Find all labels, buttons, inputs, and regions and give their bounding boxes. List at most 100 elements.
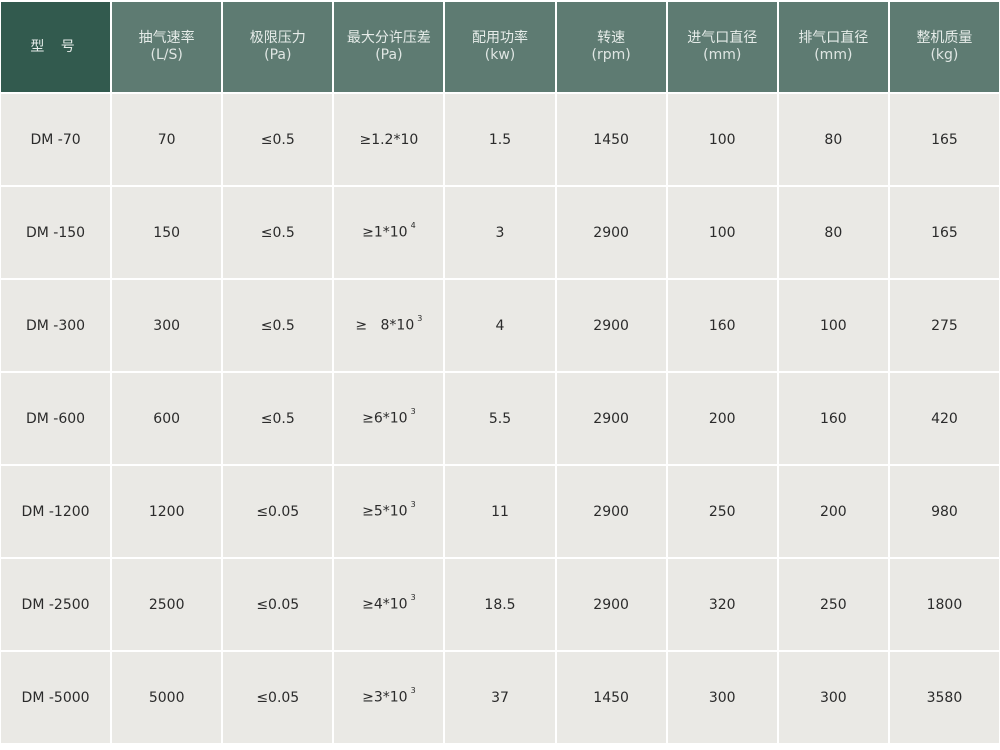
value-exponent: 3 (410, 686, 416, 696)
header-label: 极限压力 (249, 30, 306, 46)
cell-model: DM -600 (0, 371, 113, 466)
cell-speed: 2900 (554, 278, 668, 373)
cell-outlet-diameter: 250 (776, 557, 890, 652)
value-base: ≥5*10 (362, 503, 408, 520)
value-base: ≥4*10 (362, 596, 408, 613)
header-speed: 转速 (rpm) (554, 0, 668, 94)
value-base: ≥ 8*10 (355, 317, 415, 334)
cell-speed: 2900 (554, 464, 668, 559)
header-label: 转速 (597, 30, 626, 46)
cell-inlet-diameter: 320 (665, 557, 779, 652)
header-row: 型 号抽气速率 (L/S) 极限压力 (Pa) 最大分许压差 (Pa) 配用功率 (kw) 转速… (0, 0, 1000, 94)
table-row: DM -600 600 ≤0.5 ≥6*10 3 5.5 2900 200 160 420 (0, 371, 1000, 466)
cell-model: DM -2500 (0, 557, 113, 652)
value-base: ≥1.2*10 (359, 131, 419, 148)
value-exponent: 3 (410, 593, 416, 603)
cell-pumping-speed: 70 (110, 92, 224, 187)
cell-weight: 275 (887, 278, 1000, 373)
header-model: 型 号 (0, 0, 113, 94)
value-base: ≥6*10 (362, 410, 408, 427)
cell-model: DM -300 (0, 278, 113, 373)
cell-inlet-diameter: 300 (665, 650, 779, 745)
header-inlet-diameter: 进气口直径 (mm) (665, 0, 779, 94)
table-row: DM -5000 5000 ≤0.05 ≥3*10 3 37 1450 300 300 3580 (0, 650, 1000, 745)
cell-weight: 165 (887, 185, 1000, 280)
value-exponent: 3 (410, 500, 416, 510)
value-exponent: 3 (410, 407, 416, 417)
cell-inlet-diameter: 250 (665, 464, 779, 559)
cell-outlet-diameter: 300 (776, 650, 890, 745)
cell-max-pressure-diff: ≥1.2*10 (332, 92, 446, 187)
cell-inlet-diameter: 160 (665, 278, 779, 373)
cell-max-pressure-diff: ≥5*10 3 (332, 464, 446, 559)
cell-power: 1.5 (443, 92, 557, 187)
header-unit: (mm) (814, 47, 853, 63)
cell-model: DM -1200 (0, 464, 113, 559)
header-unit: (rpm) (591, 47, 631, 63)
cell-pumping-speed: 2500 (110, 557, 224, 652)
cell-weight: 165 (887, 92, 1000, 187)
cell-outlet-diameter: 100 (776, 278, 890, 373)
header-outlet-diameter: 排气口直径 (mm) (776, 0, 890, 94)
cell-speed: 2900 (554, 557, 668, 652)
cell-power: 4 (443, 278, 557, 373)
cell-power: 5.5 (443, 371, 557, 466)
table-row: DM -1200 1200 ≤0.05 ≥5*10 3 11 2900 250 200 980 (0, 464, 1000, 559)
cell-model: DM -150 (0, 185, 113, 280)
cell-speed: 1450 (554, 92, 668, 187)
table-row: DM -300 300 ≤0.5 ≥ 8*10 3 4 2900 160 100 275 (0, 278, 1000, 373)
header-weight: 整机质量 (kg) (887, 0, 1000, 94)
cell-speed: 2900 (554, 185, 668, 280)
cell-pumping-speed: 150 (110, 185, 224, 280)
cell-ultimate-pressure: ≤0.5 (221, 278, 335, 373)
cell-max-pressure-diff: ≥ 8*10 3 (332, 278, 446, 373)
header-label: 抽气速率 (138, 30, 195, 46)
header-unit: (Pa) (264, 47, 292, 63)
value-exponent: 3 (417, 314, 423, 324)
cell-power: 11 (443, 464, 557, 559)
table-row: DM -150 150 ≤0.5 ≥1*10 4 3 2900 100 80 165 (0, 185, 1000, 280)
header-label: 配用功率 (471, 30, 528, 46)
cell-max-pressure-diff: ≥4*10 3 (332, 557, 446, 652)
cell-model: DM -70 (0, 92, 113, 187)
cell-power: 3 (443, 185, 557, 280)
cell-outlet-diameter: 80 (776, 185, 890, 280)
table-row: DM -70 70 ≤0.5 ≥1.2*10 1.5 1450 100 80 165 (0, 92, 1000, 187)
cell-ultimate-pressure: ≤0.5 (221, 92, 335, 187)
header-label: 进气口直径 (687, 30, 758, 46)
header-unit: (kg) (930, 47, 959, 63)
cell-pumping-speed: 300 (110, 278, 224, 373)
cell-ultimate-pressure: ≤0.5 (221, 371, 335, 466)
cell-outlet-diameter: 80 (776, 92, 890, 187)
cell-model: DM -5000 (0, 650, 113, 745)
cell-max-pressure-diff: ≥1*10 4 (332, 185, 446, 280)
header-max-pressure-diff: 最大分许压差 (Pa) (332, 0, 446, 94)
cell-speed: 1450 (554, 650, 668, 745)
cell-ultimate-pressure: ≤0.5 (221, 185, 335, 280)
cell-max-pressure-diff: ≥6*10 3 (332, 371, 446, 466)
header-unit: (mm) (703, 47, 742, 63)
cell-inlet-diameter: 100 (665, 92, 779, 187)
value-base: ≥1*10 (362, 224, 408, 241)
header-label: 最大分许压差 (346, 30, 431, 46)
cell-outlet-diameter: 160 (776, 371, 890, 466)
cell-weight: 1800 (887, 557, 1000, 652)
cell-inlet-diameter: 100 (665, 185, 779, 280)
cell-weight: 420 (887, 371, 1000, 466)
cell-pumping-speed: 5000 (110, 650, 224, 745)
cell-inlet-diameter: 200 (665, 371, 779, 466)
value-base: ≥3*10 (362, 689, 408, 706)
header-label: 整机质量 (916, 30, 973, 46)
cell-outlet-diameter: 200 (776, 464, 890, 559)
header-label: 排气口直径 (798, 30, 869, 46)
header-label: 型 号 (30, 38, 81, 55)
cell-weight: 3580 (887, 650, 1000, 745)
cell-power: 18.5 (443, 557, 557, 652)
header-ultimate-pressure: 极限压力 (Pa) (221, 0, 335, 94)
value-exponent: 4 (410, 221, 416, 231)
cell-speed: 2900 (554, 371, 668, 466)
cell-ultimate-pressure: ≤0.05 (221, 650, 335, 745)
header-pumping-speed: 抽气速率 (L/S) (110, 0, 224, 94)
cell-ultimate-pressure: ≤0.05 (221, 557, 335, 652)
